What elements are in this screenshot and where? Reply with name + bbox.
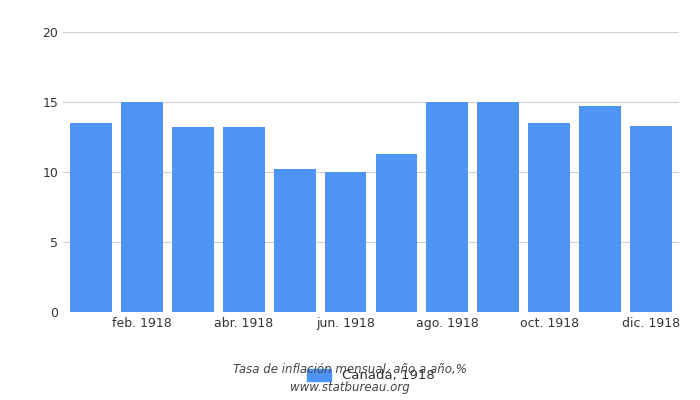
Bar	[426, 102, 468, 312]
Bar	[274, 169, 316, 312]
Bar	[172, 127, 214, 312]
Bar	[223, 127, 265, 312]
Bar	[325, 172, 366, 312]
Bar	[528, 123, 570, 312]
Text: Tasa de inflación mensual, año a año,%: Tasa de inflación mensual, año a año,%	[233, 364, 467, 376]
Bar	[376, 154, 417, 312]
Text: www.statbureau.org: www.statbureau.org	[290, 382, 410, 394]
Bar	[477, 102, 519, 312]
Bar	[121, 102, 163, 312]
Bar	[630, 126, 672, 312]
Bar	[70, 123, 112, 312]
Bar	[579, 106, 621, 312]
Legend: Canadá, 1918: Canadá, 1918	[307, 369, 435, 382]
